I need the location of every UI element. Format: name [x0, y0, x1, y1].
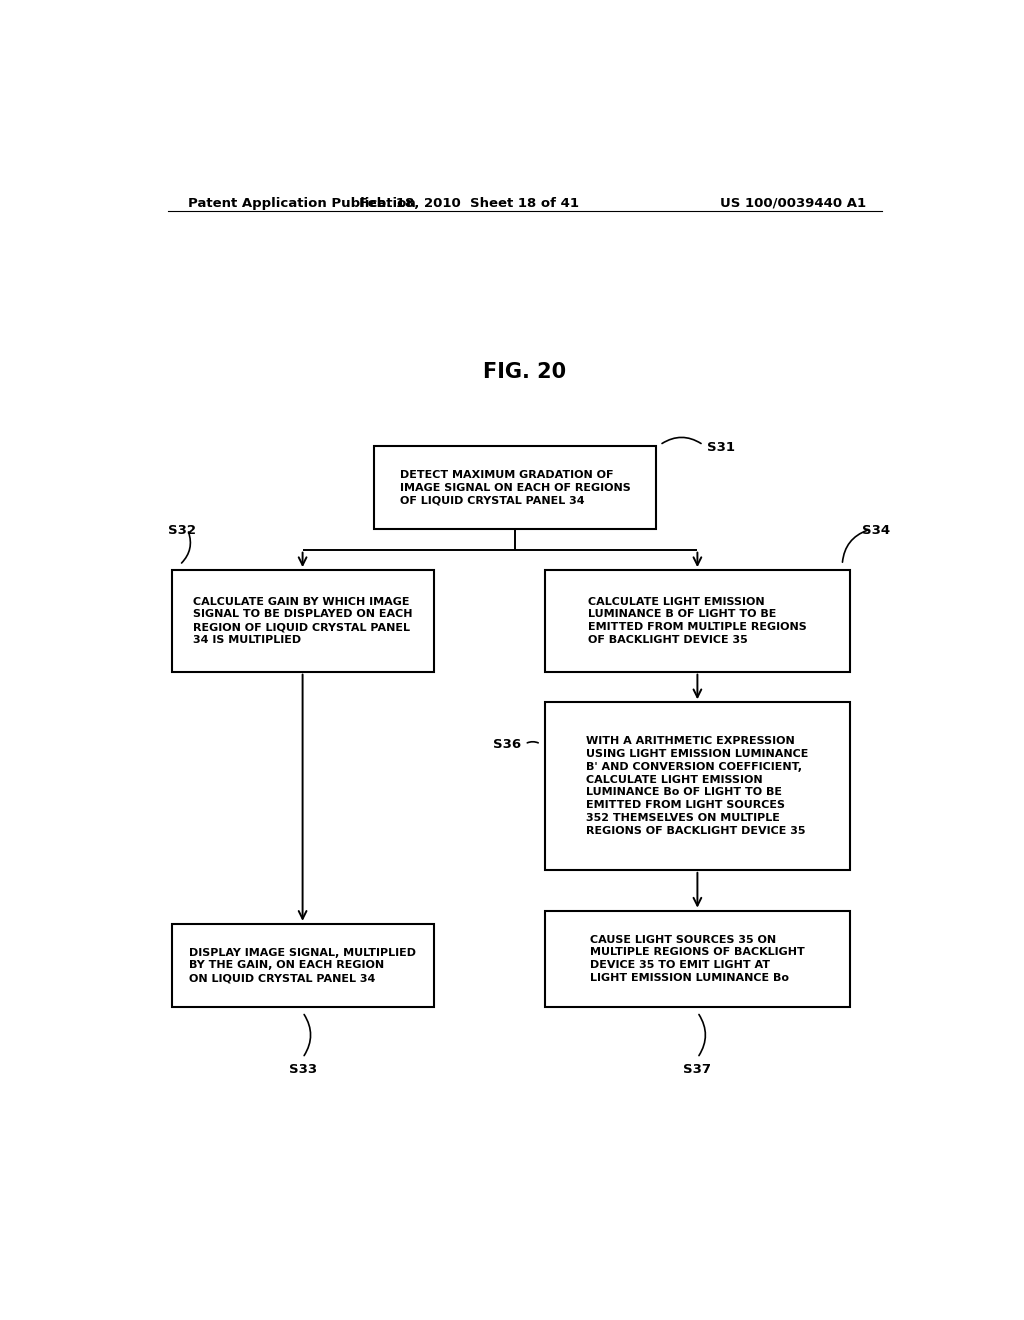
- Text: S37: S37: [683, 1063, 712, 1076]
- Text: DISPLAY IMAGE SIGNAL, MULTIPLIED
BY THE GAIN, ON EACH REGION
ON LIQUID CRYSTAL P: DISPLAY IMAGE SIGNAL, MULTIPLIED BY THE …: [189, 948, 416, 983]
- FancyBboxPatch shape: [374, 446, 655, 529]
- FancyBboxPatch shape: [172, 924, 433, 1007]
- Text: CALCULATE GAIN BY WHICH IMAGE
SIGNAL TO BE DISPLAYED ON EACH
REGION OF LIQUID CR: CALCULATE GAIN BY WHICH IMAGE SIGNAL TO …: [193, 597, 413, 645]
- Text: Feb. 18, 2010  Sheet 18 of 41: Feb. 18, 2010 Sheet 18 of 41: [359, 197, 580, 210]
- Text: S34: S34: [862, 524, 890, 537]
- FancyBboxPatch shape: [545, 570, 850, 672]
- Text: S32: S32: [168, 524, 196, 537]
- Text: S33: S33: [289, 1063, 316, 1076]
- Text: DETECT MAXIMUM GRADATION OF
IMAGE SIGNAL ON EACH OF REGIONS
OF LIQUID CRYSTAL PA: DETECT MAXIMUM GRADATION OF IMAGE SIGNAL…: [399, 470, 630, 506]
- FancyBboxPatch shape: [172, 570, 433, 672]
- Text: WITH A ARITHMETIC EXPRESSION
USING LIGHT EMISSION LUMINANCE
B' AND CONVERSION CO: WITH A ARITHMETIC EXPRESSION USING LIGHT…: [586, 737, 809, 836]
- Text: US 100/0039440 A1: US 100/0039440 A1: [720, 197, 866, 210]
- Text: CALCULATE LIGHT EMISSION
LUMINANCE B OF LIGHT TO BE
EMITTED FROM MULTIPLE REGION: CALCULATE LIGHT EMISSION LUMINANCE B OF …: [588, 597, 807, 645]
- Text: S31: S31: [708, 441, 735, 454]
- Text: FIG. 20: FIG. 20: [483, 362, 566, 381]
- Text: Patent Application Publication: Patent Application Publication: [187, 197, 416, 210]
- Text: CAUSE LIGHT SOURCES 35 ON
MULTIPLE REGIONS OF BACKLIGHT
DEVICE 35 TO EMIT LIGHT : CAUSE LIGHT SOURCES 35 ON MULTIPLE REGIO…: [590, 935, 805, 983]
- FancyBboxPatch shape: [545, 702, 850, 870]
- Text: S36: S36: [494, 738, 521, 751]
- FancyBboxPatch shape: [545, 911, 850, 1007]
